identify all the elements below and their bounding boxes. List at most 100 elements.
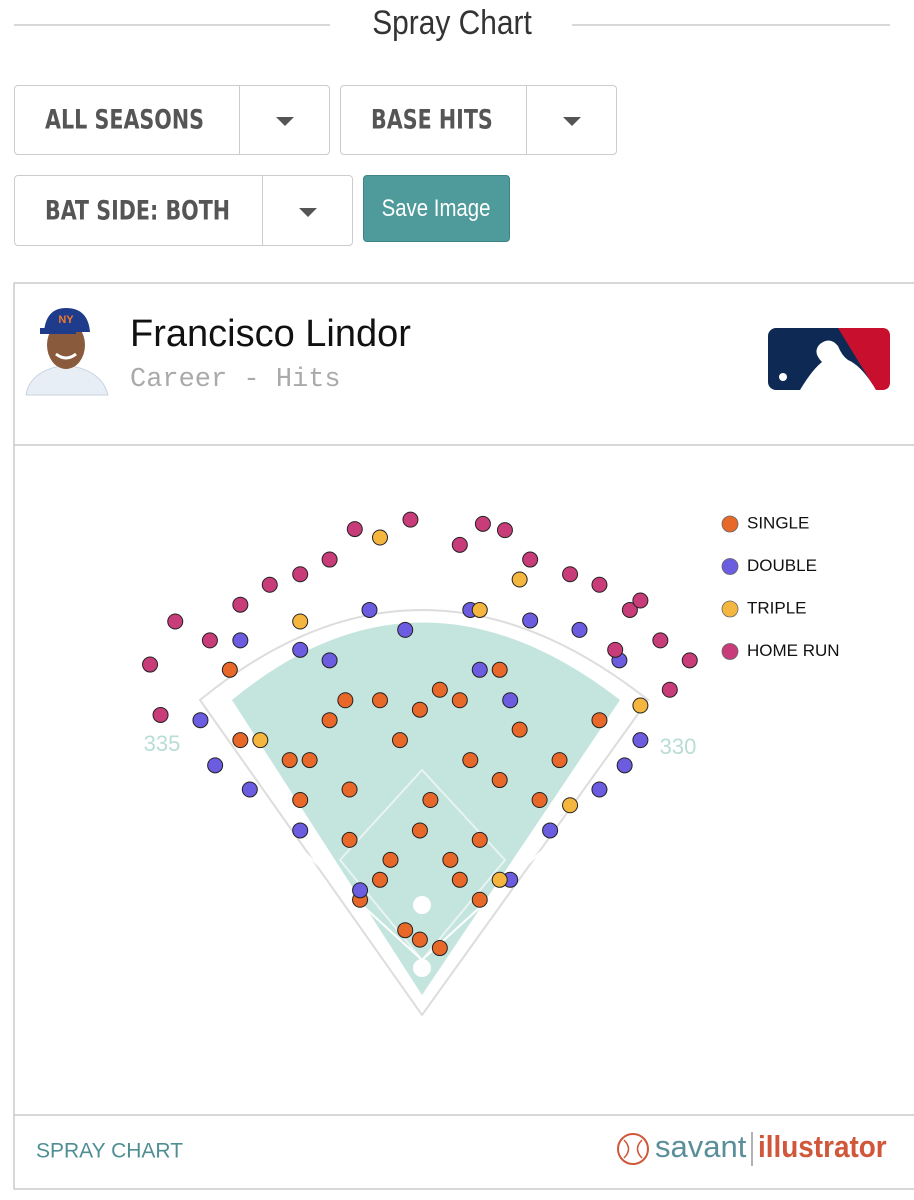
hit-point bbox=[321, 551, 338, 568]
hit-point bbox=[591, 576, 608, 593]
hit-point bbox=[292, 641, 309, 658]
hit-point bbox=[551, 752, 568, 769]
hit-point bbox=[341, 831, 358, 848]
hit-point bbox=[221, 661, 238, 678]
hit-point bbox=[292, 613, 309, 630]
hit-point bbox=[632, 697, 649, 714]
hit-point bbox=[292, 822, 309, 839]
card bbox=[13, 282, 914, 1190]
hit-point bbox=[372, 529, 388, 546]
hit-type-dropdown[interactable]: BASE HITS bbox=[340, 85, 617, 155]
hit-point bbox=[292, 792, 309, 808]
brand-savant: savant bbox=[655, 1129, 747, 1164]
hit-point bbox=[681, 652, 698, 669]
hit-point bbox=[337, 692, 354, 709]
hit-point bbox=[361, 601, 378, 618]
hit-point bbox=[442, 851, 459, 868]
hit-point bbox=[632, 732, 649, 749]
hit-point bbox=[431, 681, 448, 698]
bat-side-label: BAT SIDE: BOTH bbox=[45, 195, 231, 226]
hit-point bbox=[562, 797, 579, 814]
page-title: Spray Chart bbox=[372, 3, 532, 41]
hit-point bbox=[431, 940, 448, 957]
hit-point bbox=[402, 511, 419, 528]
hit-point bbox=[422, 792, 439, 808]
hit-point bbox=[167, 613, 184, 630]
hit-point bbox=[397, 922, 414, 939]
legend-swatch bbox=[721, 558, 739, 575]
hit-point bbox=[607, 641, 624, 658]
legend-label: DOUBLE bbox=[747, 556, 817, 575]
hit-point bbox=[474, 515, 491, 532]
fence-distance: 330 bbox=[660, 734, 697, 759]
hit-point bbox=[491, 661, 508, 678]
hit-point bbox=[301, 752, 318, 769]
hit-point bbox=[522, 551, 539, 568]
legend-label: TRIPLE bbox=[747, 598, 807, 617]
hit-point bbox=[292, 566, 309, 583]
hit-point bbox=[621, 601, 638, 618]
hit-point bbox=[261, 576, 278, 593]
hit-point bbox=[616, 757, 633, 774]
legend-swatch bbox=[721, 515, 739, 533]
hit-point bbox=[391, 732, 408, 749]
hit-point bbox=[462, 752, 479, 769]
player-subtitle: Career - Hits bbox=[130, 365, 341, 395]
hit-point bbox=[346, 521, 363, 538]
hit-point bbox=[142, 656, 159, 673]
hit-point bbox=[652, 632, 669, 649]
hit-point bbox=[321, 652, 338, 669]
hit-point bbox=[232, 632, 249, 649]
hit-point bbox=[232, 732, 249, 749]
hit-point bbox=[372, 692, 388, 709]
hit-point bbox=[411, 931, 428, 948]
player-name: Francisco Lindor bbox=[130, 313, 411, 355]
hit-point bbox=[232, 596, 249, 613]
save-button[interactable]: Save Image bbox=[363, 175, 510, 242]
hit-point bbox=[562, 566, 579, 583]
hit-point bbox=[591, 781, 608, 798]
hit-point bbox=[522, 612, 539, 629]
hit-point bbox=[471, 661, 488, 678]
hit-point bbox=[571, 621, 588, 638]
hit-point bbox=[207, 757, 224, 774]
hit-point bbox=[411, 701, 428, 718]
brand-illustrator: illustrator bbox=[758, 1130, 887, 1165]
legend-swatch bbox=[721, 643, 739, 660]
hit-point bbox=[397, 621, 414, 638]
hit-point bbox=[502, 692, 519, 709]
legend-label: SINGLE bbox=[747, 513, 809, 532]
legend-label: HOME RUN bbox=[747, 641, 840, 660]
hit-point bbox=[411, 822, 428, 839]
hit-point bbox=[352, 882, 369, 899]
hit-point bbox=[511, 721, 528, 738]
hit-point bbox=[451, 536, 468, 553]
svg-text:NY: NY bbox=[58, 314, 74, 326]
hit-point bbox=[372, 871, 388, 888]
hit-point bbox=[491, 871, 508, 888]
hit-point bbox=[451, 692, 468, 709]
avatar: NY bbox=[22, 305, 112, 396]
footer-label: SPRAY CHART bbox=[36, 1140, 183, 1163]
mlb-logo bbox=[768, 328, 890, 390]
season-label: ALL SEASONS bbox=[45, 104, 205, 136]
hit-point bbox=[632, 592, 649, 609]
hit-point bbox=[496, 522, 513, 539]
hit-point bbox=[591, 712, 608, 729]
hit-point bbox=[321, 712, 338, 729]
hit-point bbox=[341, 781, 358, 798]
season-dropdown[interactable]: ALL SEASONS bbox=[14, 85, 330, 155]
hit-point bbox=[252, 732, 269, 749]
save-label: Save Image bbox=[382, 194, 491, 222]
hit-type-label: BASE HITS bbox=[371, 104, 493, 136]
hit-point bbox=[531, 792, 548, 808]
hit-point bbox=[471, 831, 488, 848]
hit-point bbox=[661, 681, 678, 698]
hit-point bbox=[152, 706, 169, 723]
hit-point bbox=[192, 712, 209, 729]
bat-side-dropdown[interactable]: BAT SIDE: BOTH bbox=[14, 175, 353, 246]
hit-point bbox=[281, 752, 298, 769]
hit-point bbox=[382, 851, 399, 868]
